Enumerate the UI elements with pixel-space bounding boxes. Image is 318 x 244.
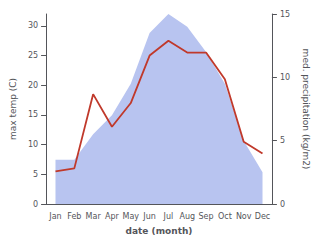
svg-text:med. precipitation (kg/m2): med. precipitation (kg/m2) [301, 49, 311, 170]
svg-text:May: May [122, 212, 139, 221]
svg-text:Dec: Dec [255, 212, 270, 221]
svg-text:5: 5 [280, 136, 285, 145]
svg-text:0: 0 [280, 200, 285, 209]
svg-text:Sep: Sep [199, 212, 214, 221]
svg-text:Jul: Jul [163, 212, 174, 221]
svg-text:Jan: Jan [48, 212, 61, 221]
svg-text:15: 15 [280, 10, 290, 19]
svg-text:25: 25 [28, 51, 38, 60]
svg-text:5: 5 [33, 170, 38, 179]
svg-text:30: 30 [28, 21, 38, 30]
svg-text:Aug: Aug [179, 212, 195, 221]
svg-text:10: 10 [280, 73, 290, 82]
svg-text:10: 10 [28, 140, 38, 149]
svg-text:Jun: Jun [142, 212, 156, 221]
svg-text:0: 0 [33, 200, 38, 209]
svg-text:Mar: Mar [86, 212, 102, 221]
svg-text:Feb: Feb [67, 212, 81, 221]
svg-text:Nov: Nov [236, 212, 252, 221]
svg-text:Oct: Oct [218, 212, 232, 221]
svg-text:date (month): date (month) [126, 226, 193, 236]
svg-text:max temp (C): max temp (C) [8, 78, 18, 140]
svg-text:15: 15 [28, 110, 38, 119]
svg-text:20: 20 [28, 81, 38, 90]
svg-text:Apr: Apr [105, 212, 120, 221]
